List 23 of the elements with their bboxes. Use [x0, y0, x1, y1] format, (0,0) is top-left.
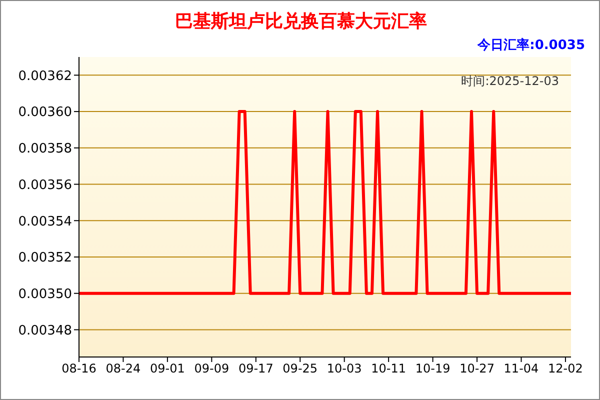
x-tick-label: 10-11	[371, 362, 406, 376]
y-tick-label: 0.00358	[18, 142, 72, 157]
x-tick-label: 09-25	[282, 362, 318, 376]
x-tick-label: 12-02	[548, 362, 583, 376]
x-tick-label: 09-01	[150, 362, 185, 376]
y-tick-label: 0.00350	[18, 286, 72, 302]
chart-title: 巴基斯坦卢比兑换百慕大元汇率	[174, 10, 428, 33]
x-tick-label: 10-03	[326, 362, 362, 376]
y-tick-label: 0.00362	[18, 68, 72, 84]
x-tick-label: 10-27	[460, 362, 494, 376]
x-tick-label: 08-24	[106, 362, 141, 376]
annotation: 时间:2025-12-03	[461, 73, 559, 90]
y-tick-label: 0.00360	[18, 105, 72, 120]
x-tick-label: 09-17	[238, 362, 274, 376]
chart-subtitle: 今日汇率:0.0035	[478, 36, 585, 54]
y-tick-label: 0.00354	[18, 214, 72, 230]
x-tick-label: 09-09	[194, 362, 230, 376]
y-tick-label: 0.00348	[18, 323, 72, 338]
y-tick-label: 0.00352	[18, 250, 72, 266]
y-tick-label: 0.00356	[18, 178, 72, 193]
x-tick-label: 10-19	[415, 362, 450, 376]
x-tick-label: 08-16	[62, 362, 96, 376]
x-tick-label: 11-04	[504, 362, 539, 376]
